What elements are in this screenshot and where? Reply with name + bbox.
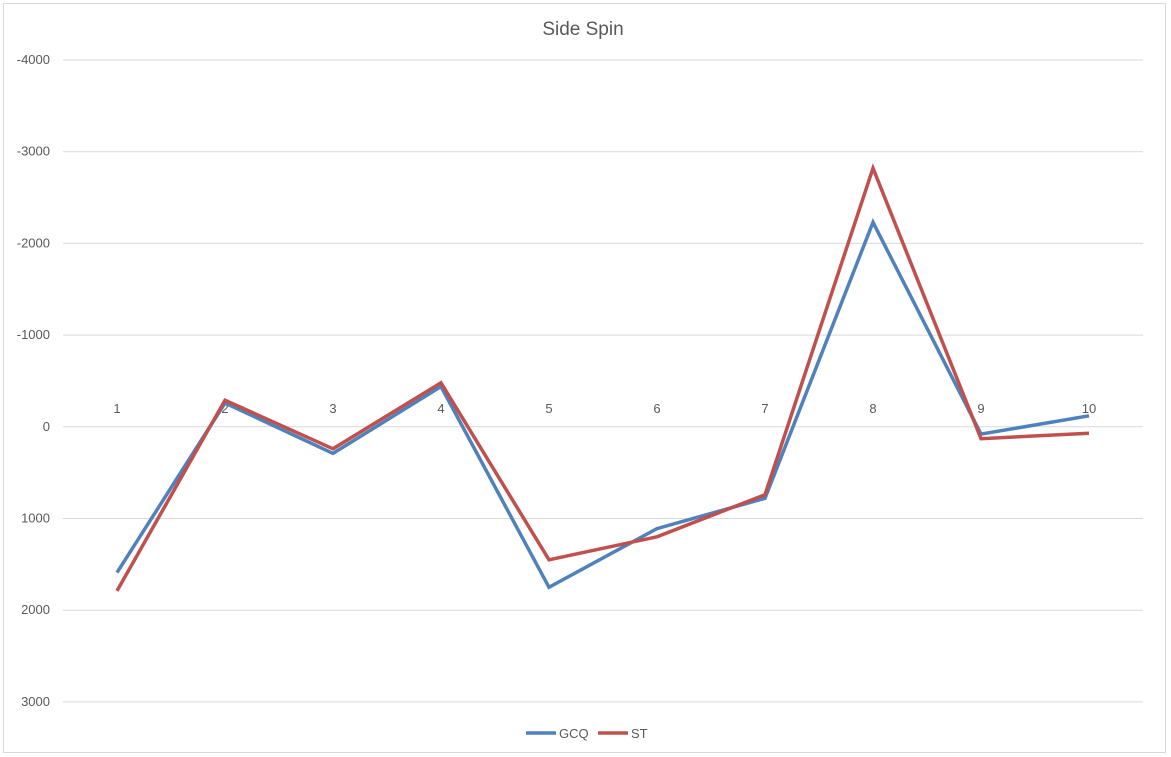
x-tick-label: 8 (869, 401, 876, 416)
series-line-st (115, 163, 1090, 592)
y-tick-label: -3000 (17, 144, 50, 159)
x-tick-label: 9 (977, 401, 984, 416)
series-line-gcq (115, 218, 1090, 590)
chart-title: Side Spin (542, 19, 623, 40)
legend-label-st: ST (631, 726, 648, 741)
series-lines (115, 163, 1090, 592)
y-tick-label: 2000 (21, 602, 50, 617)
chart-frame (3, 3, 1166, 753)
x-tick-label: 4 (437, 401, 444, 416)
y-axis-ticks: -4000 -3000 -2000 -1000 0 1000 2000 3000 (17, 52, 50, 709)
y-tick-label: -1000 (17, 327, 50, 342)
x-tick-label: 7 (761, 401, 768, 416)
x-axis-ticks: 1 2 3 4 5 6 7 8 9 10 (113, 401, 1096, 416)
x-tick-label: 6 (653, 401, 660, 416)
y-tick-label: -4000 (17, 52, 50, 67)
y-tick-label: 1000 (21, 511, 50, 526)
y-tick-label: -2000 (17, 235, 50, 250)
x-tick-label: 1 (113, 401, 120, 416)
x-tick-label: 10 (1082, 401, 1096, 416)
legend-label-gcq: GCQ (559, 726, 589, 741)
x-tick-label: 3 (329, 401, 336, 416)
legend: GCQ ST (526, 726, 648, 741)
x-tick-label: 5 (545, 401, 552, 416)
y-tick-label: 0 (43, 419, 50, 434)
x-tick-label: 2 (221, 401, 228, 416)
y-tick-label: 3000 (21, 694, 50, 709)
gridlines (63, 59, 1143, 703)
